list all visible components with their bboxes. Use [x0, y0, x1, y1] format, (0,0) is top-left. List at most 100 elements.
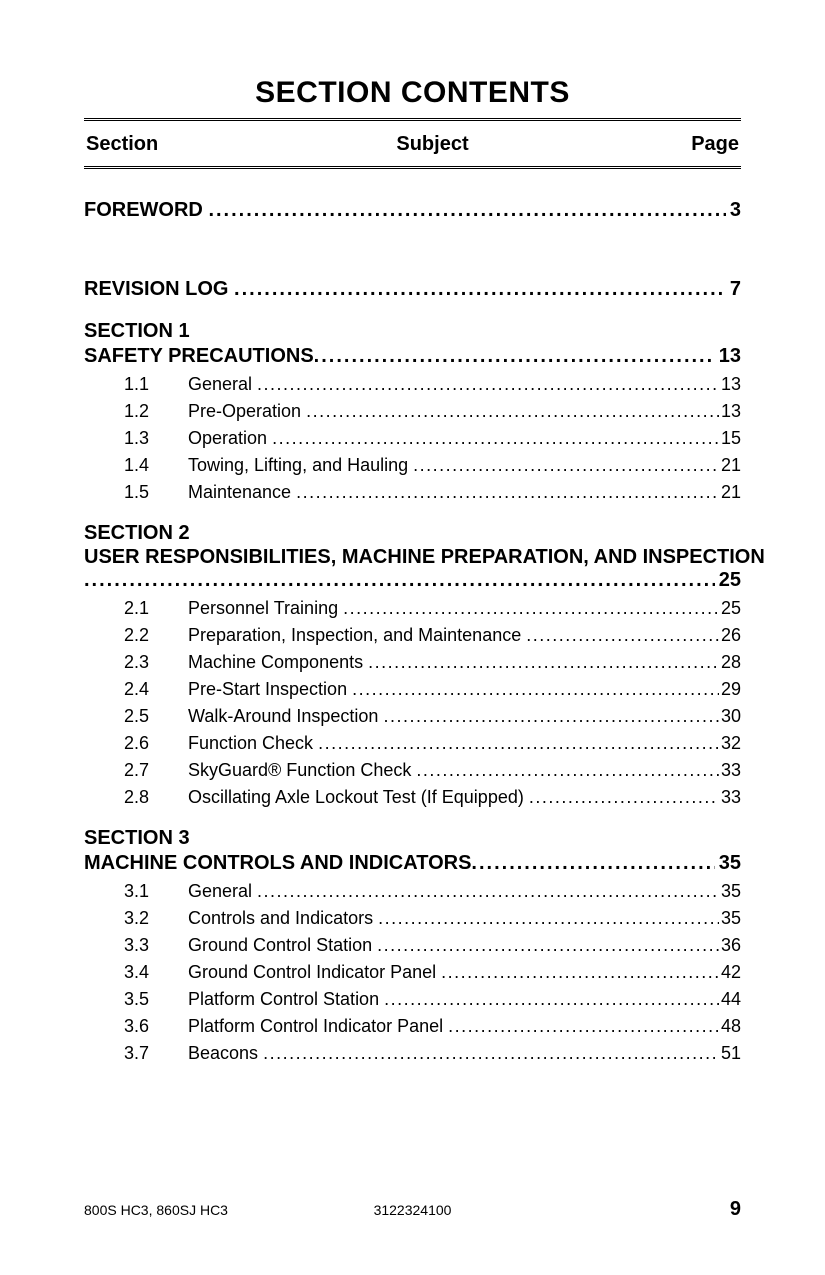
toc-sub-label: Platform Control Indicator Panel: [188, 1016, 448, 1037]
footer-left: 800S HC3, 860SJ HC3: [84, 1202, 303, 1218]
toc-sub-label: Maintenance: [188, 482, 296, 503]
section-page: 35: [715, 852, 741, 875]
leader-dots: ........................................…: [383, 706, 719, 727]
toc-sub-number: 2.6: [84, 733, 188, 754]
toc-sub-page: 28: [719, 652, 741, 673]
toc-sub-entry: 2.1Personnel Training ..................…: [84, 598, 741, 619]
toc-sub-label: Beacons: [188, 1043, 263, 1064]
leader-dots: ........................................…: [471, 852, 714, 875]
toc-sub-number: 3.1: [84, 881, 188, 902]
toc-sub-number: 1.5: [84, 482, 188, 503]
toc-sub-label: Personnel Training: [188, 598, 343, 619]
leader-dots: ........................................…: [296, 482, 719, 503]
toc-sub-entry: 1.2Pre-Operation .......................…: [84, 401, 741, 422]
leader-dots: ........................................…: [413, 455, 719, 476]
toc-sub-label: SkyGuard® Function Check: [188, 760, 416, 781]
footer-right: 9: [522, 1198, 741, 1221]
section-page: 13: [715, 345, 741, 368]
footer-center: 3122324100: [303, 1202, 522, 1218]
toc-sub-page: 48: [719, 1016, 741, 1037]
toc-sub-entry: 2.5Walk-Around Inspection ..............…: [84, 706, 741, 727]
rule-bottom: [84, 166, 741, 169]
col-header-page: Page: [659, 133, 739, 156]
section-number: SECTION 1: [84, 319, 741, 345]
toc-main-entry: REVISION LOG ...........................…: [84, 278, 741, 301]
toc-sub-label: Pre-Operation: [188, 401, 306, 422]
toc-sub-entry: 1.4Towing, Lifting, and Hauling ........…: [84, 455, 741, 476]
toc-sub-label: Platform Control Station: [188, 989, 384, 1010]
toc-sub-page: 21: [719, 482, 741, 503]
toc-sub-number: 2.8: [84, 787, 188, 808]
toc-sub-page: 42: [719, 962, 741, 983]
toc-sub-label: General: [188, 374, 257, 395]
leader-dots: ........................................…: [368, 652, 719, 673]
toc-sub-label: Controls and Indicators: [188, 908, 378, 929]
toc-sub-page: 29: [719, 679, 741, 700]
toc-sub-label: Function Check: [188, 733, 318, 754]
toc-body: FOREWORD ...............................…: [84, 199, 741, 1064]
section-page: 25: [715, 569, 741, 592]
toc-sub-entry: 3.1General .............................…: [84, 881, 741, 902]
toc-sub-page: 15: [719, 428, 741, 449]
toc-sub-number: 2.5: [84, 706, 188, 727]
toc-sub-number: 1.3: [84, 428, 188, 449]
toc-sub-page: 21: [719, 455, 741, 476]
toc-sub-number: 3.5: [84, 989, 188, 1010]
toc-sub-number: 1.2: [84, 401, 188, 422]
toc-main-label: REVISION LOG: [84, 278, 234, 301]
toc-sub-entry: 2.8Oscillating Axle Lockout Test (If Equ…: [84, 787, 741, 808]
page: SECTION CONTENTS Section Subject Page FO…: [0, 0, 825, 1275]
leader-dots: ........................................…: [378, 908, 719, 929]
leader-dots: ........................................…: [84, 569, 715, 592]
section-title: MACHINE CONTROLS AND INDICATORS: [84, 852, 471, 875]
leader-dots: ........................................…: [257, 881, 719, 902]
section-title-row: USER RESPONSIBILITIES, MACHINE PREPARATI…: [84, 546, 741, 592]
section-dots-wrap: ........................................…: [471, 852, 741, 875]
col-header-subject: Subject: [206, 133, 659, 156]
section-number: SECTION 3: [84, 826, 741, 852]
column-headers: Section Subject Page: [84, 125, 741, 162]
toc-sub-label: Preparation, Inspection, and Maintenance: [188, 625, 526, 646]
toc-sub-entry: 1.5Maintenance .........................…: [84, 482, 741, 503]
toc-main-page: 7: [726, 278, 741, 301]
toc-sub-entry: 2.7SkyGuard® Function Check ............…: [84, 760, 741, 781]
toc-sub-entry: 3.3Ground Control Station ..............…: [84, 935, 741, 956]
toc-sub-label: Oscillating Axle Lockout Test (If Equipp…: [188, 787, 529, 808]
leader-dots: ........................................…: [377, 935, 719, 956]
toc-sub-number: 2.7: [84, 760, 188, 781]
toc-sub-page: 26: [719, 625, 741, 646]
toc-main-label: FOREWORD: [84, 199, 208, 222]
toc-sub-page: 32: [719, 733, 741, 754]
toc-sub-number: 2.4: [84, 679, 188, 700]
toc-sub-page: 13: [719, 401, 741, 422]
toc-sub-entry: 2.2Preparation, Inspection, and Maintena…: [84, 625, 741, 646]
leader-dots: ........................................…: [306, 401, 719, 422]
section-number: SECTION 2: [84, 521, 741, 547]
toc-sub-number: 3.7: [84, 1043, 188, 1064]
toc-sub-page: 30: [719, 706, 741, 727]
toc-sub-page: 51: [719, 1043, 741, 1064]
toc-sub-number: 3.4: [84, 962, 188, 983]
toc-sub-entry: 1.1General .............................…: [84, 374, 741, 395]
toc-sub-entry: 3.4Ground Control Indicator Panel ......…: [84, 962, 741, 983]
rule-top: [84, 118, 741, 121]
toc-sub-number: 3.2: [84, 908, 188, 929]
toc-sub-entry: 1.3Operation ...........................…: [84, 428, 741, 449]
leader-dots: ........................................…: [234, 278, 726, 301]
section-title-row: SAFETY PRECAUTIONS......................…: [84, 345, 741, 368]
toc-sub-number: 2.2: [84, 625, 188, 646]
toc-sub-number: 3.3: [84, 935, 188, 956]
leader-dots: ........................................…: [384, 989, 719, 1010]
page-title: SECTION CONTENTS: [84, 76, 741, 110]
section-title-row: MACHINE CONTROLS AND INDICATORS.........…: [84, 852, 741, 875]
leader-dots: ........................................…: [529, 787, 719, 808]
toc-sub-label: General: [188, 881, 257, 902]
toc-sub-page: 25: [719, 598, 741, 619]
toc-sub-label: Towing, Lifting, and Hauling: [188, 455, 413, 476]
toc-main-page: 3: [726, 199, 741, 222]
toc-sub-page: 33: [719, 760, 741, 781]
leader-dots: ........................................…: [257, 374, 719, 395]
toc-sub-page: 35: [719, 881, 741, 902]
toc-sub-label: Ground Control Station: [188, 935, 377, 956]
leader-dots: ........................................…: [526, 625, 719, 646]
